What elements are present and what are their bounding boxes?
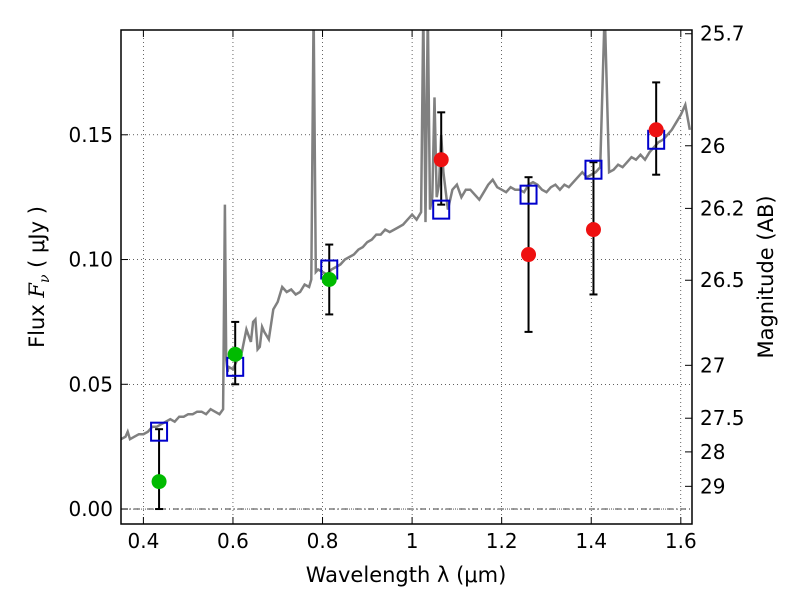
plot-area — [121, 30, 692, 511]
measured-flux-point — [521, 247, 537, 263]
y-axis-label-prefix: Flux — [25, 298, 49, 348]
magnitude-tick-label: 28 — [700, 440, 725, 464]
plot-frame — [120, 29, 693, 525]
y-axis-label-units: ( μJy ) — [25, 206, 49, 274]
magnitude-tick-label: 26.2 — [700, 196, 745, 220]
measured-flux-point — [151, 474, 167, 490]
x-tick-label: 0.4 — [127, 529, 159, 553]
x-tick-label: 0.8 — [307, 529, 339, 553]
y-tick-label: 0.00 — [68, 497, 113, 521]
magnitude-tick-label: 27 — [700, 353, 725, 377]
x-axis-label: Wavelength λ (μm) — [306, 563, 507, 587]
measured-flux-points — [151, 122, 664, 490]
model-photometry-square — [432, 199, 451, 220]
model-photometry-square — [584, 159, 603, 180]
x-tick-label: 1.4 — [575, 529, 607, 553]
measured-flux-point — [321, 271, 337, 287]
magnitude-tick-label: 29 — [700, 474, 725, 498]
y-tick-label: 0.15 — [68, 123, 113, 147]
magnitude-tick-label: 27.5 — [700, 406, 745, 430]
magnitude-tick-label: 26.5 — [700, 268, 745, 292]
y-axis-label-var: F — [25, 282, 49, 299]
x-tick-label: 1 — [406, 529, 419, 553]
x-tick-label: 0.6 — [217, 529, 249, 553]
measured-flux-point — [585, 222, 601, 238]
x-tick-label: 1.6 — [665, 529, 697, 553]
measured-flux-point — [433, 152, 449, 168]
y-tick-label: 0.05 — [68, 372, 113, 396]
x-tick-label: 1.2 — [486, 529, 518, 553]
magnitude-tick-label: 26 — [700, 134, 725, 158]
y-axis-label: Flux Fν ( μJy ) — [25, 206, 53, 348]
y-tick-label: 0.10 — [68, 248, 113, 272]
axis-ticks: 0.4 0.6 0.8 1 1.2 1.4 1.6 0.00 0.05 0.10 0.15 25.7 2… — [68, 22, 744, 553]
model-photometry-square — [519, 184, 538, 205]
y-axis-label-sub: ν — [37, 274, 53, 283]
measured-flux-point — [227, 346, 243, 362]
magnitude-tick-label: 25.7 — [700, 22, 745, 46]
y-axis-right-label: Magnitude (AB) — [754, 195, 778, 358]
model-photometry-square — [150, 421, 169, 442]
measured-flux-point — [648, 122, 664, 138]
